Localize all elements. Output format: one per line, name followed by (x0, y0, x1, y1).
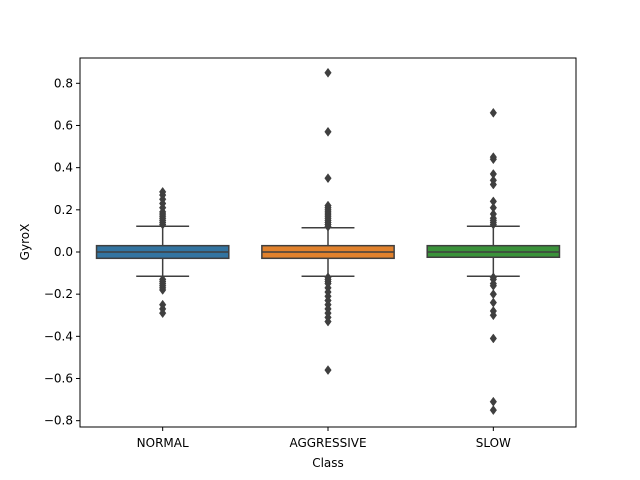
outlier-point (489, 396, 497, 407)
boxes-layer (95, 67, 561, 416)
box-group-normal (95, 186, 230, 319)
y-tick-label: 0.8 (54, 76, 73, 90)
y-tick-label: −0.4 (44, 329, 73, 343)
x-tick-label: AGGRESSIVE (289, 436, 366, 450)
outlier-point (489, 202, 497, 213)
outlier-point (489, 209, 497, 219)
x-tick-label: NORMAL (137, 436, 189, 450)
outlier-point (324, 200, 332, 211)
outlier-point (489, 405, 497, 416)
outlier-point (489, 310, 497, 321)
outlier-point (324, 173, 332, 184)
x-axis-label: Class (312, 456, 344, 470)
outlier-point (489, 169, 497, 179)
x-tick-label: SLOW (476, 436, 511, 450)
y-axis: −0.8 −0.6 −0.4 −0.2 0.0 0.2 0.4 0.6 0.8 (44, 76, 80, 428)
y-tick-label: 0.4 (54, 161, 73, 175)
outlier-point (489, 333, 497, 344)
outlier-point (489, 107, 497, 118)
outlier-point (324, 316, 332, 327)
outlier-point (324, 126, 332, 137)
y-tick-label: 0.2 (54, 203, 73, 217)
outlier-point (324, 67, 332, 78)
y-tick-label: −0.2 (44, 287, 73, 301)
outlier-point (159, 308, 167, 319)
box-group-aggressive (261, 67, 395, 375)
outlier-point (324, 365, 332, 375)
outlier-point (489, 152, 497, 163)
outlier-point (489, 175, 497, 186)
outlier-point (159, 285, 167, 295)
box-group-slow (426, 107, 561, 416)
y-axis-label: GyroX (18, 224, 32, 261)
y-tick-label: −0.6 (44, 372, 73, 386)
y-tick-label: 0.6 (54, 118, 73, 132)
y-tick-label: 0.0 (54, 245, 73, 259)
outlier-point (489, 297, 497, 308)
outlier-point (489, 196, 497, 207)
outlier-point (159, 186, 167, 197)
y-tick-label: −0.8 (44, 414, 73, 428)
x-axis: NORMAL AGGRESSIVE SLOW (137, 427, 511, 450)
outlier-point (489, 289, 497, 300)
